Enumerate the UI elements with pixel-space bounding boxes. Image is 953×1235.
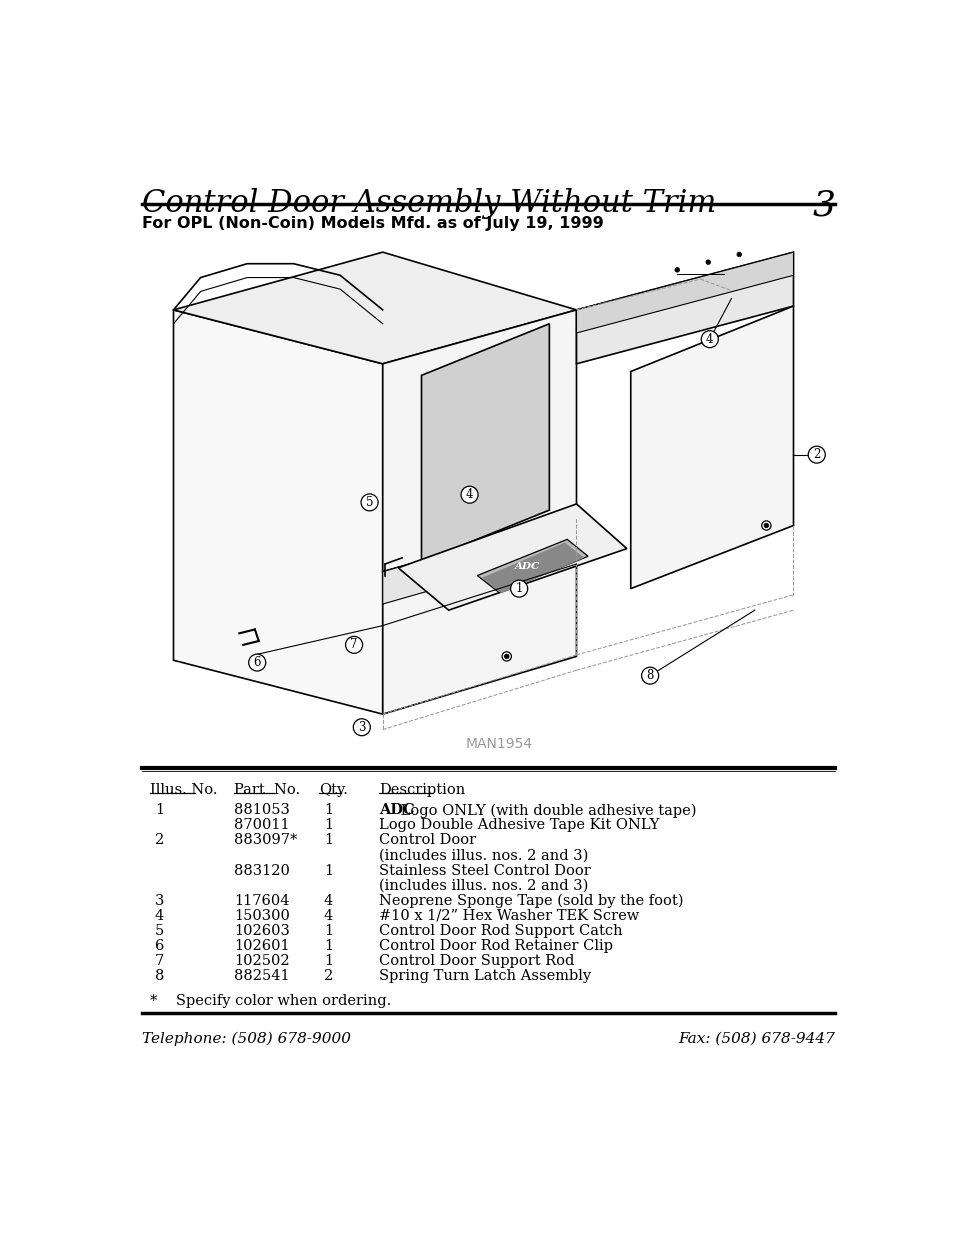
Polygon shape xyxy=(173,252,576,364)
Text: 4: 4 xyxy=(324,909,333,923)
Polygon shape xyxy=(481,542,583,593)
Text: 2: 2 xyxy=(324,968,333,983)
Text: 4: 4 xyxy=(465,488,473,501)
Text: 4: 4 xyxy=(324,894,333,908)
Circle shape xyxy=(501,652,511,661)
Text: 5: 5 xyxy=(154,924,164,937)
Text: 1: 1 xyxy=(324,924,333,937)
Text: 883097*: 883097* xyxy=(233,834,297,847)
Text: Fax: (508) 678-9447: Fax: (508) 678-9447 xyxy=(678,1031,835,1045)
Polygon shape xyxy=(397,504,626,610)
Circle shape xyxy=(345,636,362,653)
Text: 1: 1 xyxy=(324,819,333,832)
Text: 8: 8 xyxy=(154,968,164,983)
Circle shape xyxy=(736,252,740,257)
Circle shape xyxy=(510,580,527,597)
Text: 881053: 881053 xyxy=(233,804,290,818)
Text: 7: 7 xyxy=(154,953,164,967)
Text: 1: 1 xyxy=(324,863,333,878)
Circle shape xyxy=(674,268,679,272)
Circle shape xyxy=(460,487,477,503)
Text: (includes illus. nos. 2 and 3): (includes illus. nos. 2 and 3) xyxy=(378,848,588,862)
Polygon shape xyxy=(382,516,576,604)
Text: (includes illus. nos. 2 and 3): (includes illus. nos. 2 and 3) xyxy=(378,878,588,893)
Circle shape xyxy=(760,521,770,530)
Text: Spring Turn Latch Assembly: Spring Turn Latch Assembly xyxy=(378,968,590,983)
Polygon shape xyxy=(476,540,587,593)
Text: 870011: 870011 xyxy=(233,819,290,832)
Text: 102601: 102601 xyxy=(233,939,290,952)
Polygon shape xyxy=(382,517,576,714)
Text: *    Specify color when ordering.: * Specify color when ordering. xyxy=(150,994,391,1009)
Text: Illus. No.: Illus. No. xyxy=(150,783,217,798)
Text: Control Door: Control Door xyxy=(378,834,476,847)
Text: 1: 1 xyxy=(324,953,333,967)
Text: 3: 3 xyxy=(154,894,164,908)
Text: 5: 5 xyxy=(365,496,373,509)
Text: Part  No.: Part No. xyxy=(233,783,300,798)
Circle shape xyxy=(700,331,718,347)
Circle shape xyxy=(353,719,370,736)
Text: 7: 7 xyxy=(350,638,357,651)
Polygon shape xyxy=(173,310,382,714)
Text: 102502: 102502 xyxy=(233,953,290,967)
Text: 1: 1 xyxy=(324,834,333,847)
Text: #10 x 1/2” Hex Washer TEK Screw: #10 x 1/2” Hex Washer TEK Screw xyxy=(378,909,639,923)
Text: 4: 4 xyxy=(705,332,713,346)
Text: 1: 1 xyxy=(155,804,164,818)
Text: 6: 6 xyxy=(253,656,261,669)
Circle shape xyxy=(705,259,710,264)
Circle shape xyxy=(763,524,768,527)
Text: 1: 1 xyxy=(515,582,522,595)
Text: Description: Description xyxy=(378,783,465,798)
Text: 882541: 882541 xyxy=(233,968,290,983)
Text: Control Door Assembly Without Trim: Control Door Assembly Without Trim xyxy=(142,188,716,220)
Text: 6: 6 xyxy=(154,939,164,952)
Text: Control Door Rod Support Catch: Control Door Rod Support Catch xyxy=(378,924,622,937)
Text: 3: 3 xyxy=(357,721,365,734)
Text: Stainless Steel Control Door: Stainless Steel Control Door xyxy=(378,863,590,878)
Polygon shape xyxy=(576,252,793,333)
Text: 883120: 883120 xyxy=(233,863,290,878)
Text: 4: 4 xyxy=(154,909,164,923)
Circle shape xyxy=(504,655,509,658)
Text: 117604: 117604 xyxy=(233,894,289,908)
Polygon shape xyxy=(576,252,793,364)
Polygon shape xyxy=(630,306,793,589)
Text: 2: 2 xyxy=(154,834,164,847)
Text: For OPL (Non-Coin) Models Mfd. as of July 19, 1999: For OPL (Non-Coin) Models Mfd. as of Jul… xyxy=(142,216,603,231)
Circle shape xyxy=(249,655,266,671)
Polygon shape xyxy=(421,324,549,562)
Text: 2: 2 xyxy=(812,448,820,461)
Text: Qty.: Qty. xyxy=(319,783,348,798)
Text: 150300: 150300 xyxy=(233,909,290,923)
Text: ADC: ADC xyxy=(515,562,539,571)
Circle shape xyxy=(360,494,377,511)
Text: Control Door Support Rod: Control Door Support Rod xyxy=(378,953,574,967)
Text: Logo ONLY (with double adhesive tape): Logo ONLY (with double adhesive tape) xyxy=(395,804,696,818)
Text: ADC: ADC xyxy=(378,804,414,818)
Text: Neoprene Sponge Tape (sold by the foot): Neoprene Sponge Tape (sold by the foot) xyxy=(378,894,682,908)
Text: MAN1954: MAN1954 xyxy=(465,737,532,751)
Text: Control Door Rod Retainer Clip: Control Door Rod Retainer Clip xyxy=(378,939,612,952)
Text: Telephone: (508) 678-9000: Telephone: (508) 678-9000 xyxy=(142,1031,351,1046)
Text: 102603: 102603 xyxy=(233,924,290,937)
Text: 8: 8 xyxy=(646,669,653,682)
Circle shape xyxy=(807,446,824,463)
Text: 1: 1 xyxy=(324,804,333,818)
Text: 3: 3 xyxy=(812,188,835,222)
Circle shape xyxy=(641,667,658,684)
Polygon shape xyxy=(382,310,576,572)
Text: Logo Double Adhesive Tape Kit ONLY: Logo Double Adhesive Tape Kit ONLY xyxy=(378,819,659,832)
Text: 1: 1 xyxy=(324,939,333,952)
